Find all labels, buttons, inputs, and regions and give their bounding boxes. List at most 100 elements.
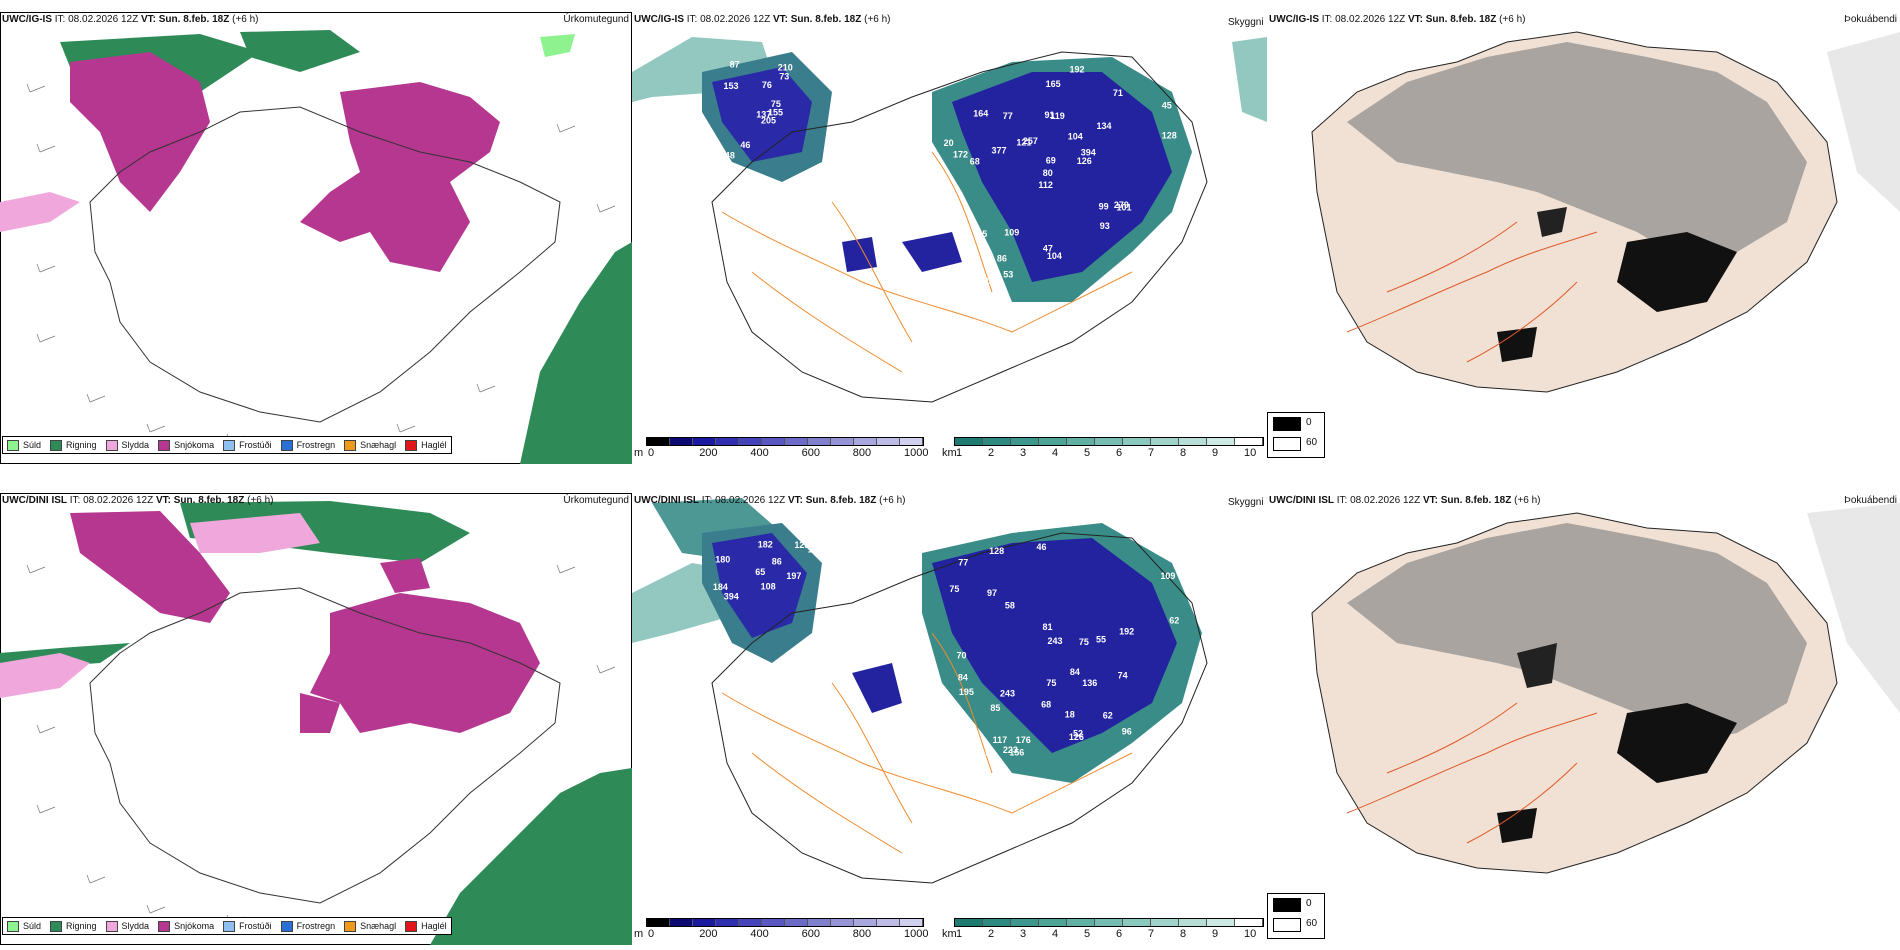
precip-legend-item: Rigning: [50, 439, 97, 451]
cloudbase-value: 243: [1048, 636, 1063, 646]
cloudbase-value: 86: [799, 643, 809, 653]
fog-legend: 0 60: [1267, 893, 1325, 939]
cloudbase-value: 165: [1046, 79, 1061, 89]
cloudbase-value: 86: [997, 254, 1007, 264]
rain-area: [180, 501, 470, 563]
legend-label: Snjókoma: [174, 921, 215, 931]
colorbar-cell: [1067, 438, 1095, 445]
colorbar-tick: 0: [648, 447, 655, 459]
cloudbase-value: 377: [992, 146, 1007, 156]
colorbar-tick: 2: [988, 928, 995, 940]
cloudbase-value: 156: [1009, 748, 1024, 758]
cloudbase-value: 192: [1119, 626, 1134, 636]
rain-area: [520, 242, 632, 464]
colorbar-cell: [1011, 438, 1039, 445]
cloudbase-map-row2: 184 182 197 135 180 86 394 86 65 125 108 74 46 75 97 85…: [632, 498, 1208, 884]
valid-label: VT:: [140, 14, 156, 25]
colorbar-tick: 6: [1116, 928, 1123, 940]
colorbar-tick: 7: [1148, 447, 1155, 459]
cloudbase-value: 121: [1016, 138, 1031, 148]
sleet-area: [190, 513, 320, 553]
cloudbase-value: 46: [1037, 542, 1047, 552]
cloudbase-value: 45: [1162, 101, 1172, 111]
cloudbase-value: 65: [755, 567, 765, 577]
cloudbase-value: 81: [1043, 622, 1053, 632]
legend-swatch: [223, 920, 236, 932]
valid-label: VT:: [155, 495, 171, 506]
header-row2-mid: UWC/DINI ISL IT: 08.02.2026 12Z VT: Sun.…: [634, 495, 906, 506]
cloudbase-value: 128: [1162, 131, 1177, 141]
init-time: IT: 08.02.2026 12Z: [1321, 14, 1406, 25]
colorbar-cell: [1207, 438, 1235, 445]
snow-area: [310, 593, 540, 733]
fog-legend-high: 0: [1306, 898, 1312, 909]
lead-time: (+6 h): [879, 495, 906, 506]
colorbar-tick: 7: [1148, 928, 1155, 940]
cloudbase-value: 46: [740, 140, 750, 150]
iceland-outline: [89, 587, 561, 904]
fog-legend-low: 60: [1306, 918, 1318, 929]
colorbar-cell: [670, 919, 693, 926]
cloudbase-value: 109: [1004, 228, 1019, 238]
cloudbase-value: 195: [959, 687, 974, 697]
precip-legend-item: Slydda: [105, 920, 149, 932]
colorbar-cell: [716, 438, 739, 445]
cloudbase-value: 182: [758, 539, 773, 549]
legend-swatch: [50, 439, 63, 451]
colorbar-cell: [1039, 438, 1067, 445]
fog-title: Þokuábendi: [1844, 14, 1897, 25]
legend-label: Frostúði: [239, 921, 272, 931]
cloudbase-value: 108: [761, 582, 776, 592]
cloudbase-labels: 184 182 197 135 180 86 394 86 65 125 108 74 46 75 97 85…: [713, 539, 1185, 769]
cloudbase-value: 125: [1170, 743, 1185, 753]
cloudbase-panel-row1: 205 153 137 248 75 46 210 76 73 155 87 74 68 45 112 134…: [632, 12, 1267, 464]
colorbar-cell: [762, 438, 785, 445]
cloudbase-value: 104: [1068, 132, 1083, 142]
iceland-outline: [89, 106, 561, 423]
cloudbase-value: 257: [1023, 136, 1038, 146]
cloudbase-value: 104: [1122, 760, 1137, 770]
lead-time: (+6 h): [247, 495, 274, 506]
cloudbase-value: 205: [761, 116, 776, 126]
rain-area: [240, 30, 360, 72]
colorbar-cell: [1235, 919, 1263, 926]
fog-swatch-high: [1273, 417, 1301, 431]
legend-swatch: [405, 439, 418, 451]
cloudbase-value: 68: [1041, 700, 1051, 710]
cloudbase-value: 223: [1003, 745, 1018, 755]
header-row1-right: UWC/IG-IS IT: 08.02.2026 12Z VT: Sun. 8.…: [1269, 14, 1526, 25]
colorbar-cell: [1095, 438, 1123, 445]
legend-label: Haglél: [421, 440, 447, 450]
colorbar-cells: [954, 918, 1264, 927]
precip-legend-item: Frostregn: [280, 439, 335, 451]
cloudbase-value: 119: [1050, 111, 1065, 121]
colorbar-tick: 1000: [904, 447, 929, 459]
colorbar-tick: 3: [1020, 928, 1027, 940]
cloudbase-value: 85: [990, 703, 1000, 713]
model-name: UWC/DINI ISL: [634, 495, 699, 506]
colorbar-tick: 200: [699, 447, 718, 459]
colorbar-cell: [854, 438, 877, 445]
fog-title: Þokuábendi: [1844, 495, 1897, 506]
snow-area: [300, 693, 340, 733]
legend-label: Frostregn: [296, 921, 336, 931]
precip-legend-item: Snæhagl: [344, 920, 397, 932]
fog-swatch-high: [1273, 898, 1301, 912]
valid-label: VT:: [787, 495, 803, 506]
precip-legend-item: Haglél: [405, 920, 447, 932]
legend-swatch: [280, 439, 293, 451]
snow-area: [300, 82, 500, 272]
model-name: UWC/DINI ISL: [2, 495, 67, 506]
colorbar-tick: 0: [648, 928, 655, 940]
colorbar-cell: [1179, 919, 1207, 926]
legend-label: Snæhagl: [360, 921, 397, 931]
precip-legend-item: Súld: [7, 920, 41, 932]
cloudbase-value: 135: [808, 545, 823, 555]
colorbar-tick: 5: [1084, 447, 1091, 459]
colorbar-tick: 800: [852, 447, 872, 459]
cloudbase-value: 279: [1114, 200, 1129, 210]
legend-label: Frostúði: [239, 440, 272, 450]
cloudbase-map-row1: 205 153 137 248 75 46 210 76 73 155 87 74 68 45 112 134…: [632, 37, 1267, 403]
cloudbase-value: 126: [1077, 156, 1092, 166]
header-row2-right: UWC/DINI ISL IT: 08.02.2026 12Z VT: Sun.…: [1269, 495, 1541, 506]
